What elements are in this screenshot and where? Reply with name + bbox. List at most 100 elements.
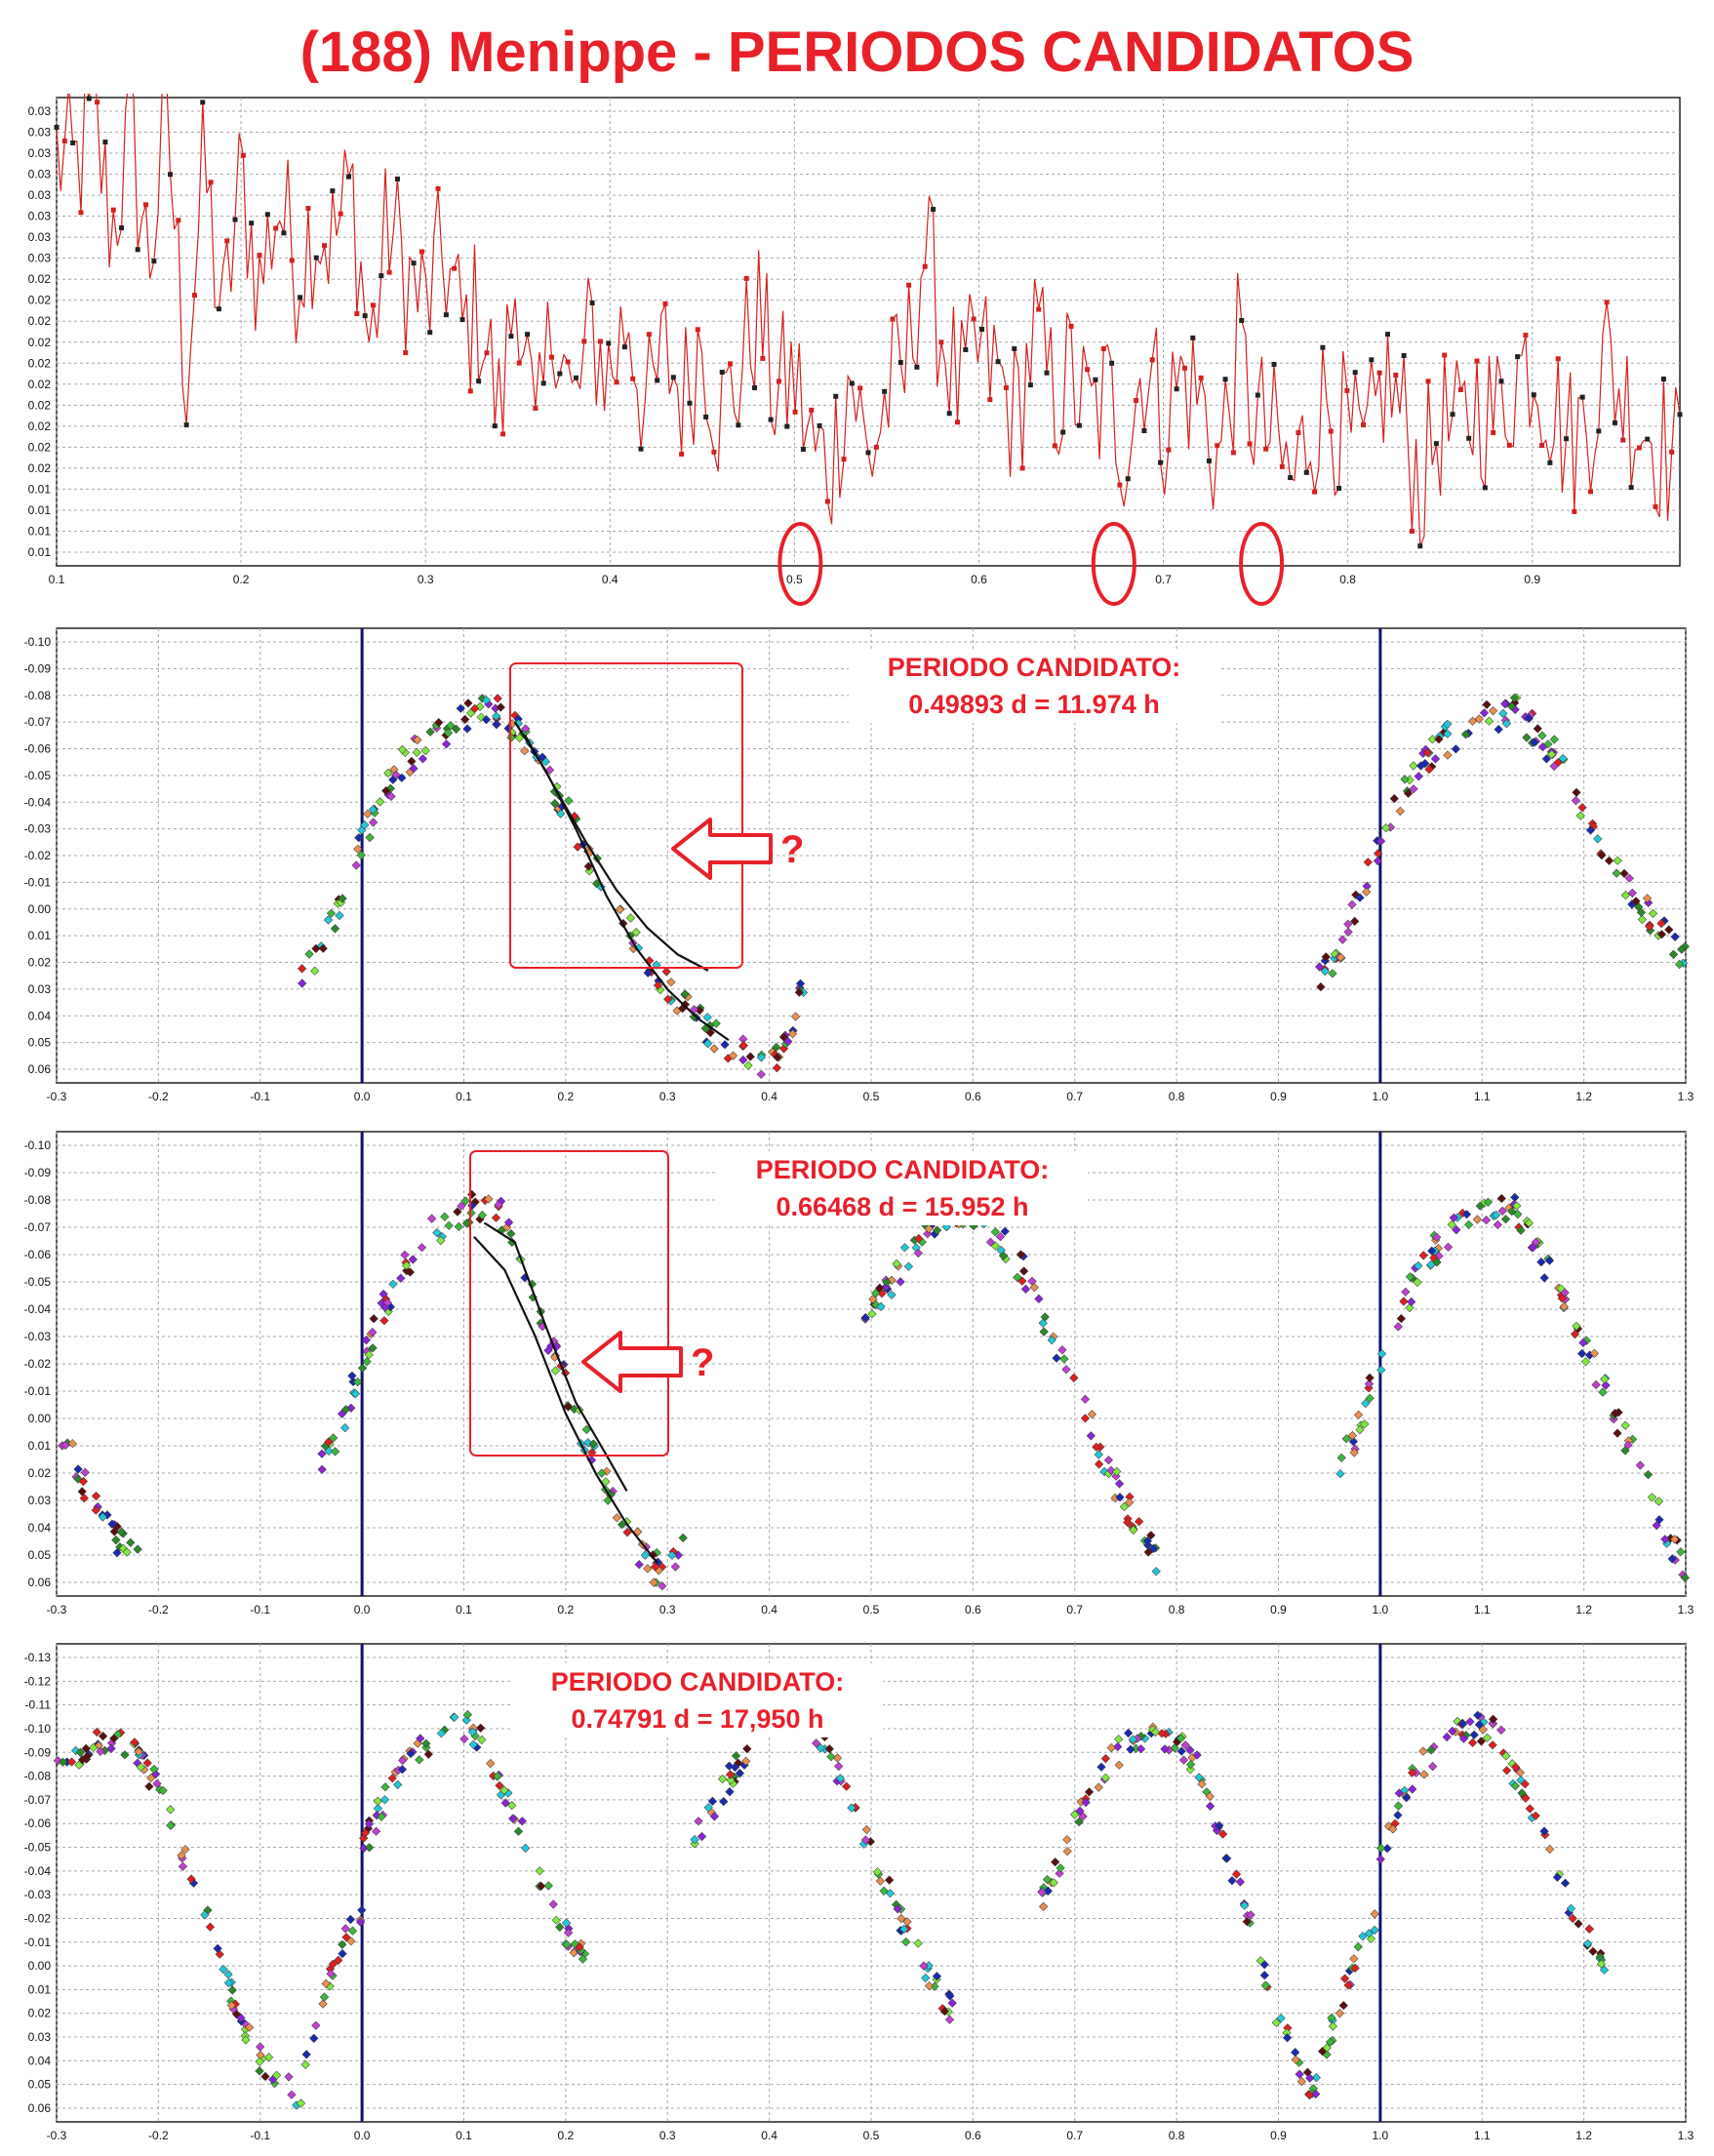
x-tick-label: 0.7 — [1066, 1090, 1083, 1103]
data-point — [514, 733, 525, 742]
data-point — [1509, 693, 1520, 702]
x-tick-label: -0.1 — [250, 2129, 270, 2142]
x-tick-label: 0.2 — [558, 2129, 575, 2142]
data-point — [89, 1742, 99, 1752]
data-point — [914, 1234, 924, 1244]
y-tick-label: -0.03 — [24, 1888, 52, 1901]
data-point — [1549, 735, 1559, 744]
data-point — [1654, 1497, 1663, 1506]
data-point — [420, 745, 430, 756]
y-tick-label: 0.02 — [28, 294, 52, 307]
data-point — [924, 1981, 935, 1991]
page-title: (188) Menippe - PERIODOS CANDIDATOS — [299, 20, 1415, 84]
periodogram-point — [1060, 429, 1066, 435]
periodogram-point — [1247, 441, 1253, 447]
y-tick-label: 0.01 — [28, 503, 52, 517]
data-point — [1405, 1272, 1415, 1282]
data-point — [1305, 2073, 1315, 2083]
periodogram-point — [1515, 354, 1521, 360]
data-point — [1566, 1903, 1575, 1913]
data-point — [1577, 1348, 1587, 1359]
periodogram-point — [167, 172, 173, 178]
periodogram-point — [1215, 443, 1220, 449]
data-point — [893, 1904, 902, 1914]
data-point — [1468, 1737, 1478, 1747]
data-point — [1087, 1410, 1096, 1419]
data-point — [663, 994, 673, 1004]
data-point — [1185, 1765, 1195, 1775]
data-point — [1598, 1387, 1608, 1397]
data-point — [1620, 891, 1630, 900]
data-point — [1218, 1829, 1228, 1839]
data-point — [738, 1055, 748, 1065]
data-point — [405, 1267, 415, 1277]
data-point — [735, 1769, 744, 1778]
data-point — [227, 1985, 237, 1995]
data-point — [871, 1289, 881, 1298]
periodogram-point — [540, 380, 546, 386]
data-point — [386, 791, 396, 801]
data-point — [1381, 823, 1391, 833]
periodogram-point — [760, 355, 766, 361]
data-point — [726, 1770, 736, 1779]
data-point — [1428, 1762, 1438, 1772]
y-tick-label: 0.02 — [28, 356, 52, 370]
y-tick-label: -0.05 — [24, 1841, 52, 1855]
x-tick-label: 0.2 — [558, 1090, 575, 1103]
data-point — [1577, 803, 1587, 813]
periodogram-point — [922, 263, 928, 269]
data-point — [543, 1345, 553, 1355]
y-tick-label: 0.05 — [28, 2078, 52, 2092]
period-annotation-1: PERIODO CANDIDATO: 0.49893 d = 11.974 h — [849, 649, 1219, 723]
data-point — [1271, 2017, 1281, 2027]
data-point — [726, 1776, 736, 1785]
data-point — [882, 1277, 892, 1287]
data-point — [1349, 1954, 1359, 1964]
periodogram-markers — [54, 96, 1683, 549]
y-tick-label: 0.03 — [28, 126, 52, 140]
data-point — [495, 1780, 504, 1790]
data-point — [1572, 787, 1581, 797]
periodogram-point — [1036, 306, 1042, 312]
periodogram-point — [1539, 443, 1545, 449]
data-point — [454, 1221, 463, 1231]
data-point — [459, 1734, 469, 1744]
data-point — [835, 1774, 845, 1783]
data-point — [592, 879, 602, 889]
fit-curve — [483, 1221, 628, 1492]
data-point — [548, 1899, 558, 1909]
data-point — [1522, 733, 1532, 742]
periodogram-point — [525, 332, 531, 338]
periodogram-point — [240, 152, 246, 158]
data-point — [205, 1922, 215, 1932]
data-point — [1070, 1810, 1080, 1819]
periodogram-point — [86, 96, 92, 101]
data-point — [875, 1283, 885, 1293]
x-tick-label: 0.1 — [456, 2129, 472, 2142]
data-point — [791, 1012, 801, 1021]
periodogram-point — [289, 258, 295, 263]
periodogram-point — [946, 411, 952, 417]
periodogram-point — [955, 419, 961, 425]
data-point — [1525, 1804, 1535, 1814]
data-point — [60, 1440, 70, 1450]
y-tick-label: -0.08 — [24, 1193, 52, 1207]
data-point — [66, 1757, 77, 1767]
data-point — [1335, 2009, 1344, 2018]
periodogram-point — [1158, 459, 1164, 465]
data-point — [1517, 1788, 1527, 1798]
data-point — [1131, 1743, 1141, 1753]
data-point — [1426, 1745, 1436, 1755]
data-point — [1115, 1493, 1125, 1502]
data-point — [513, 1826, 524, 1836]
data-point — [545, 765, 555, 775]
y-tick-label: 0.01 — [28, 1439, 52, 1453]
data-point — [1619, 868, 1629, 878]
data-point — [1677, 944, 1687, 954]
data-point — [477, 1735, 487, 1744]
periodogram-point — [1149, 357, 1155, 363]
data-point — [860, 1313, 870, 1323]
data-point — [1479, 708, 1490, 718]
data-point — [379, 1795, 390, 1805]
data-point — [783, 1037, 793, 1047]
